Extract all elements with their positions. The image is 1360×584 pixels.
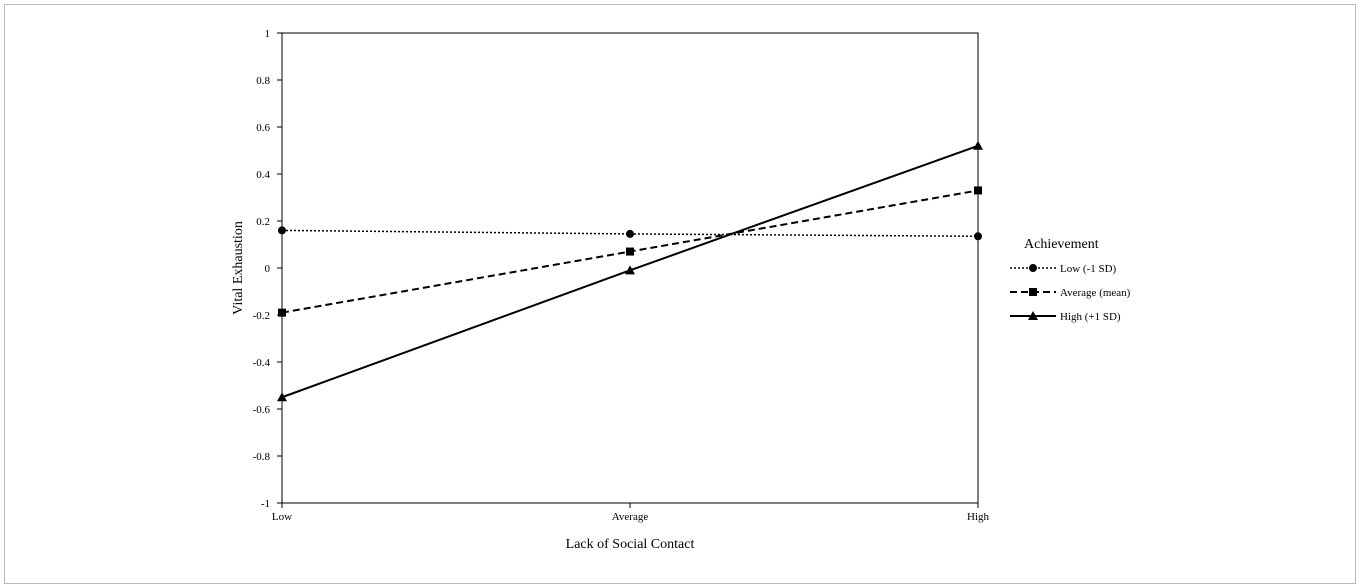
marker-circle <box>278 226 286 235</box>
series-layer <box>277 140 983 402</box>
y-tick-label: 0 <box>265 263 271 275</box>
legend-entry: Average (mean) <box>1010 287 1131 299</box>
legend-label: Low (-1 SD) <box>1060 263 1117 275</box>
marker-square <box>278 308 286 317</box>
series-dashed <box>278 186 982 317</box>
y-tick-label: -0.4 <box>253 357 271 369</box>
legend-entry: High (+1 SD) <box>1010 311 1121 323</box>
y-tick-label: -0.8 <box>253 451 271 463</box>
marker-circle <box>1029 264 1037 272</box>
series-solid <box>277 140 983 402</box>
legend-entry: Low (-1 SD) <box>1010 263 1117 275</box>
y-tick-label: -0.6 <box>253 404 271 416</box>
y-tick-label: 0.6 <box>256 122 270 134</box>
marker-triangle <box>1028 311 1038 320</box>
marker-triangle <box>277 392 287 402</box>
series-dotted <box>278 226 982 241</box>
y-tick-label: 0.8 <box>256 75 270 87</box>
line-chart: 1 0.8 0.6 0.4 0.2 0 -0.2 -0.4 -0.6 -0.8 -1 Low Aver… <box>231 28 1131 552</box>
marker-triangle <box>625 265 635 275</box>
marker-square <box>974 186 982 195</box>
y-tick-label: 1 <box>265 28 271 40</box>
y-tick-label: -1 <box>261 498 270 510</box>
legend: Achievement Low (-1 SD) Average (mean) Hig… <box>1010 237 1131 323</box>
y-tick-label: -0.2 <box>253 310 270 322</box>
legend-title: Achievement <box>1024 237 1099 252</box>
marker-circle <box>626 229 634 238</box>
x-axis-title: Lack of Social Contact <box>566 537 695 552</box>
marker-square <box>626 247 634 256</box>
y-axis-ticks: 1 0.8 0.6 0.4 0.2 0 -0.2 -0.4 -0.6 -0.8 -1 <box>253 28 282 510</box>
x-axis-ticks: Low Average High <box>272 503 990 523</box>
y-tick-label: 0.4 <box>256 169 270 181</box>
y-tick-label: 0.2 <box>256 216 270 228</box>
marker-triangle <box>973 140 983 150</box>
legend-label: Average (mean) <box>1060 287 1131 299</box>
x-tick-label: High <box>967 511 990 523</box>
x-tick-label: Low <box>272 511 292 523</box>
x-tick-label: Average <box>612 511 649 523</box>
y-axis-title: Vital Exhaustion <box>231 221 246 315</box>
legend-label: High (+1 SD) <box>1060 311 1121 323</box>
marker-circle <box>974 232 982 241</box>
marker-square <box>1029 288 1037 296</box>
